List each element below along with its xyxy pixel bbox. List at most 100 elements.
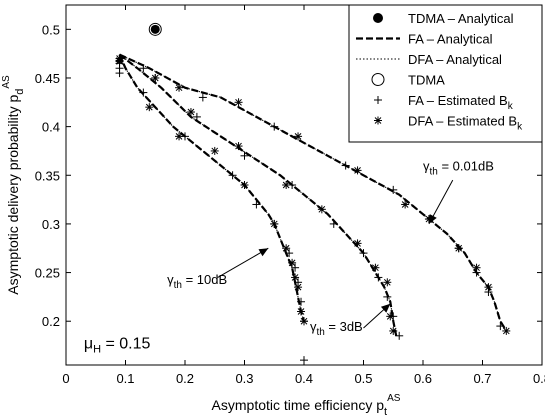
fa-estimated-point bbox=[139, 88, 148, 97]
fa-estimated-point bbox=[228, 171, 237, 180]
dfa-estimated-point bbox=[484, 283, 493, 292]
dfa-estimated-point bbox=[145, 103, 154, 112]
legend-item: TDMA bbox=[371, 73, 445, 88]
fa-estimated-point bbox=[374, 273, 383, 282]
x-tick-label: 0 bbox=[62, 371, 69, 386]
fa-estimated-point bbox=[252, 200, 261, 209]
dfa-estimated-point bbox=[234, 142, 243, 151]
dfa-estimated-point bbox=[282, 181, 291, 189]
dfa-estimated-point bbox=[389, 326, 398, 335]
series-markers bbox=[115, 22, 511, 365]
dfa-estimated-point bbox=[175, 132, 184, 141]
dfa-estimated-point bbox=[240, 181, 249, 189]
dfa-estimated-point bbox=[383, 278, 392, 287]
fa-estimated-point bbox=[115, 64, 124, 73]
legend-open-circle-marker bbox=[371, 73, 385, 86]
dfa-estimated-point bbox=[234, 98, 243, 107]
dfa-estimated-point bbox=[353, 166, 362, 175]
legend-label: FA – Estimated Bk bbox=[408, 93, 514, 112]
annotation-arrow-head bbox=[380, 303, 391, 313]
legend-item: FA – Estimated Bk bbox=[374, 93, 514, 112]
gamma-annotation-= 10dB: γth = 10dB bbox=[167, 272, 227, 291]
fa-estimated-point bbox=[291, 263, 300, 272]
dfa-estimated-point bbox=[300, 317, 308, 326]
dfa-estimated-point bbox=[297, 307, 306, 316]
y-tick-label: 0.2 bbox=[42, 314, 60, 329]
fa-estimated-point bbox=[198, 93, 207, 102]
gamma-annotation-= 0.01dB: γth = 0.01dB bbox=[423, 158, 494, 177]
dfa-estimated-point bbox=[353, 239, 362, 248]
x-tick-label: 0.6 bbox=[414, 371, 432, 386]
legend-label: TDMA – Analytical bbox=[408, 11, 514, 26]
mu-h-label: μH = 0.15 bbox=[84, 335, 151, 355]
fa-estimated-point bbox=[341, 161, 350, 170]
legend: TDMA – Analytical FA – Analytical DFA – An… bbox=[348, 4, 543, 143]
dfa-estimated-point bbox=[472, 263, 481, 272]
annotation-arrow-head bbox=[428, 214, 437, 224]
dfa-estimated-point bbox=[282, 244, 291, 253]
fa-estimated-point bbox=[192, 112, 201, 121]
legend-label: FA – Analytical bbox=[408, 32, 493, 47]
dfa-estimated-point bbox=[210, 146, 219, 155]
dfa-estimated-point bbox=[317, 205, 326, 214]
axis-ticks: 0 0.1 0.2 0.3 0.4 0.5 0.6 0.7 0.8 0.2 0.25 0.3 0.35 0… bbox=[35, 5, 545, 386]
y-axis-label: Asymptotic delivery probability pdAS bbox=[1, 75, 26, 295]
annotation-arrow-line bbox=[217, 247, 269, 278]
fa-estimated-point bbox=[300, 356, 308, 365]
legend-label: TDMA bbox=[408, 73, 445, 88]
dfa-estimated-point bbox=[294, 283, 303, 292]
x-tick-label: 0.2 bbox=[176, 371, 194, 386]
legend-item: DFA – Analytical bbox=[356, 52, 502, 67]
dfa-estimated-point bbox=[186, 108, 195, 117]
y-tick-label: 0.35 bbox=[35, 168, 60, 183]
dfa-estimated-point bbox=[288, 258, 297, 267]
dfa-estimated-point bbox=[270, 219, 279, 228]
dfa-estimated-point bbox=[454, 244, 463, 253]
legend-item: TDMA – Analytical bbox=[373, 11, 514, 26]
x-axis-label: Asymptotic time efficiency ptAS bbox=[212, 393, 401, 418]
dfa-estimated-point bbox=[115, 57, 124, 66]
y-tick-label: 0.45 bbox=[35, 71, 60, 86]
fa-estimated-point bbox=[270, 122, 279, 131]
fa-estimated-point bbox=[297, 297, 306, 306]
x-tick-label: 0.3 bbox=[235, 371, 253, 386]
legend-label: DFA – Analytical bbox=[408, 52, 502, 67]
dfa-estimated-point bbox=[401, 200, 410, 209]
fa-estimated-point bbox=[389, 185, 398, 194]
legend-label: DFA – Estimated Bk bbox=[408, 114, 523, 133]
fa-estimated-point bbox=[329, 219, 338, 228]
fa-estimated-point bbox=[240, 151, 249, 160]
y-tick-label: 0.5 bbox=[42, 22, 60, 37]
gamma-annotation-= 3dB: γth = 3dB bbox=[310, 319, 363, 338]
dfa-estimated-point bbox=[291, 273, 300, 282]
fa-estimated-point bbox=[395, 331, 404, 340]
dfa-estimated-point bbox=[502, 326, 511, 335]
x-tick-label: 0.7 bbox=[473, 371, 491, 386]
legend-filled-circle-marker bbox=[373, 13, 383, 23]
fa-estimated-point bbox=[496, 322, 505, 331]
dfa-analytical-line-10dB bbox=[119, 54, 305, 322]
tdma-point-analytical bbox=[150, 24, 160, 34]
y-tick-label: 0.3 bbox=[42, 217, 60, 232]
x-tick-label: 0.4 bbox=[295, 371, 313, 386]
dfa-estimated-point bbox=[371, 263, 380, 272]
x-tick-label: 0.8 bbox=[533, 371, 545, 386]
dfa-estimated-point bbox=[175, 83, 184, 92]
fa-estimated-point bbox=[359, 249, 368, 258]
dfa-estimated-point bbox=[386, 312, 395, 321]
fa-analytical-line-0.01dB bbox=[119, 53, 508, 332]
fa-estimated-point bbox=[139, 64, 148, 73]
y-tick-label: 0.25 bbox=[35, 266, 60, 281]
dfa-analytical-line-3dB bbox=[119, 54, 397, 336]
legend-item: DFA – Estimated Bk bbox=[374, 114, 523, 133]
legend-star-marker bbox=[374, 116, 382, 125]
annotation-arrow-head bbox=[258, 248, 269, 257]
dfa-estimated-point bbox=[294, 132, 303, 141]
fa-estimated-point bbox=[285, 249, 294, 258]
fa-estimated-point bbox=[151, 73, 160, 82]
y-tick-label: 0.4 bbox=[42, 120, 60, 135]
legend-box bbox=[348, 4, 543, 143]
x-tick-label: 0.1 bbox=[116, 371, 134, 386]
